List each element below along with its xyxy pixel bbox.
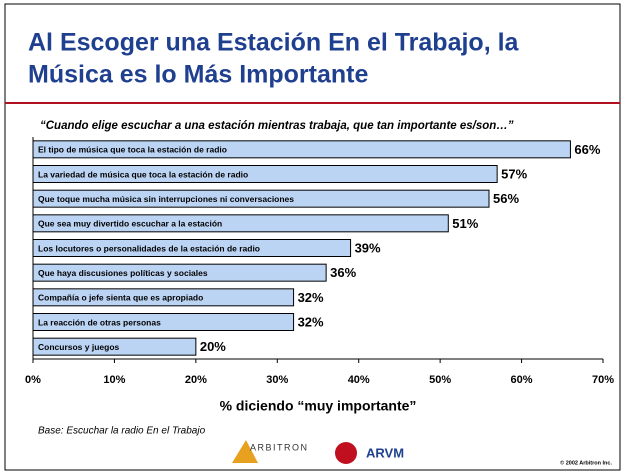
x-tick-label: 60%	[511, 374, 533, 386]
copyright: © 2002 Arbitron Inc.	[560, 459, 612, 466]
category-label: Concursos y juegos	[38, 342, 120, 352]
title-line: Al Escoger una Estación En el Trabajo, l…	[28, 29, 520, 57]
bar	[32, 165, 498, 183]
x-tick-label: 10%	[103, 374, 125, 386]
title-line: Música es lo Más Importante	[28, 61, 368, 89]
value-label: 36%	[330, 265, 356, 280]
bar	[32, 189, 490, 208]
category-label: Que haya discusiones políticas y sociale…	[38, 268, 208, 278]
x-axis-title: % diciendo “muy importante”	[220, 398, 417, 414]
bar	[32, 288, 295, 307]
category-label: Los locutores o personalidades de la est…	[38, 243, 260, 253]
logo: ARBITRON	[250, 442, 309, 452]
bar	[32, 337, 197, 356]
x-tick-label: 20%	[185, 374, 207, 386]
value-label: 32%	[298, 314, 324, 329]
x-tick-label: 50%	[429, 374, 451, 386]
logo: ARVM	[366, 445, 404, 460]
x-tick-label: 40%	[348, 374, 370, 386]
logo-icon	[335, 442, 357, 464]
category-label: La reacción de otras personas	[38, 317, 161, 327]
bar	[32, 263, 327, 282]
value-label: 57%	[501, 166, 527, 181]
bar	[32, 140, 571, 159]
logo-icon	[232, 440, 258, 463]
category-label: La variedad de música que toca la estaci…	[38, 169, 248, 179]
bar	[32, 313, 295, 331]
category-label: Que sea muy divertido escuchar a la esta…	[38, 219, 222, 229]
footnote: Base: Escuchar la radio En el Trabajo	[38, 426, 206, 437]
category-label: Compañía o jefe sienta que es apropiado	[38, 293, 203, 303]
x-tick-label: 0%	[25, 374, 41, 386]
subtitle: “Cuando elige escuchar a una estación mi…	[40, 120, 514, 132]
value-label: 39%	[355, 240, 381, 255]
x-tick-label: 70%	[592, 374, 614, 386]
slide-frame	[4, 3, 621, 471]
value-label: 32%	[298, 290, 324, 305]
value-label: 66%	[574, 142, 600, 157]
category-label: Que toque mucha música sin interrupcione…	[38, 194, 294, 204]
value-label: 20%	[200, 339, 226, 354]
bar	[32, 214, 449, 233]
value-label: 51%	[452, 216, 478, 231]
x-tick-label: 30%	[266, 374, 288, 386]
value-label: 56%	[493, 191, 519, 206]
category-label: El tipo de música que toca la estación d…	[38, 145, 227, 155]
bar	[32, 239, 352, 257]
